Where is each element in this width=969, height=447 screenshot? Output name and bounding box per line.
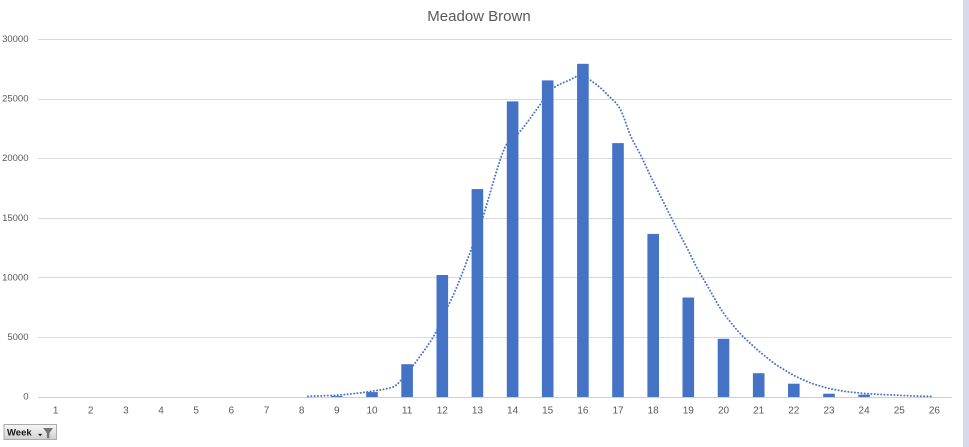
svg-text:10: 10 xyxy=(366,406,378,417)
svg-text:Meadow Brown: Meadow Brown xyxy=(427,8,530,25)
svg-text:5: 5 xyxy=(193,406,199,417)
svg-text:13: 13 xyxy=(472,406,484,417)
svg-text:22: 22 xyxy=(788,406,800,417)
svg-text:2: 2 xyxy=(88,406,94,417)
svg-text:9: 9 xyxy=(334,406,340,417)
svg-text:19: 19 xyxy=(683,406,695,417)
svg-text:14: 14 xyxy=(507,406,519,417)
svg-text:25000: 25000 xyxy=(2,94,28,105)
svg-text:18: 18 xyxy=(648,406,660,417)
svg-text:3: 3 xyxy=(123,406,129,417)
svg-text:0: 0 xyxy=(23,392,28,403)
svg-text:25: 25 xyxy=(894,406,906,417)
svg-text:20: 20 xyxy=(718,406,730,417)
svg-text:12: 12 xyxy=(437,406,449,417)
svg-text:1: 1 xyxy=(53,406,59,417)
svg-text:11: 11 xyxy=(402,406,413,417)
svg-text:21: 21 xyxy=(753,406,765,417)
svg-text:30000: 30000 xyxy=(2,34,28,45)
svg-text:15000: 15000 xyxy=(2,213,28,224)
svg-text:Week: Week xyxy=(7,427,32,438)
svg-text:10000: 10000 xyxy=(2,272,28,283)
svg-text:5000: 5000 xyxy=(7,332,28,343)
svg-text:15: 15 xyxy=(542,406,554,417)
svg-text:17: 17 xyxy=(612,406,624,417)
svg-text:16: 16 xyxy=(577,406,589,417)
svg-text:26: 26 xyxy=(929,406,941,417)
svg-text:6: 6 xyxy=(229,406,235,417)
svg-text:7: 7 xyxy=(264,406,270,417)
svg-text:23: 23 xyxy=(823,406,835,417)
svg-text:20000: 20000 xyxy=(2,153,28,164)
svg-text:4: 4 xyxy=(158,406,164,417)
svg-text:8: 8 xyxy=(299,406,305,417)
svg-text:24: 24 xyxy=(859,406,871,417)
